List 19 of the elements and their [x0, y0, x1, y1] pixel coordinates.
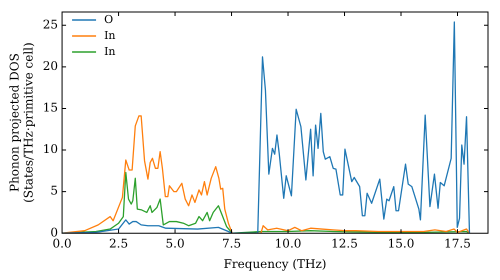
y-tick-label: 5 — [50, 184, 58, 198]
y-axis-title: Phonon projected DOS (States/THz·primitive cell) — [7, 42, 36, 203]
x-tick-label: 0.0 — [52, 236, 72, 251]
legend-label: In — [104, 28, 116, 42]
legend-label: O — [104, 12, 114, 26]
x-tick-label: 17.5 — [444, 236, 471, 251]
x-tick-label: 5.0 — [166, 236, 185, 251]
x-axis-title: Frequency (THz) — [224, 256, 326, 271]
y-tick-label: 0 — [50, 225, 58, 240]
y-tick-label: 25 — [42, 17, 58, 32]
x-tick-label: 2.5 — [109, 236, 128, 251]
legend-label: In — [104, 44, 116, 58]
y-tick-label: 15 — [42, 100, 58, 115]
x-tick-label: 15.0 — [388, 236, 414, 251]
x-tick-label: 10.0 — [274, 236, 302, 251]
x-tick-label: 7.5 — [222, 236, 242, 251]
y-tick-label: 10 — [42, 142, 58, 156]
y-tick-label: 20 — [42, 59, 58, 74]
x-tick-label: 12.5 — [331, 236, 358, 251]
